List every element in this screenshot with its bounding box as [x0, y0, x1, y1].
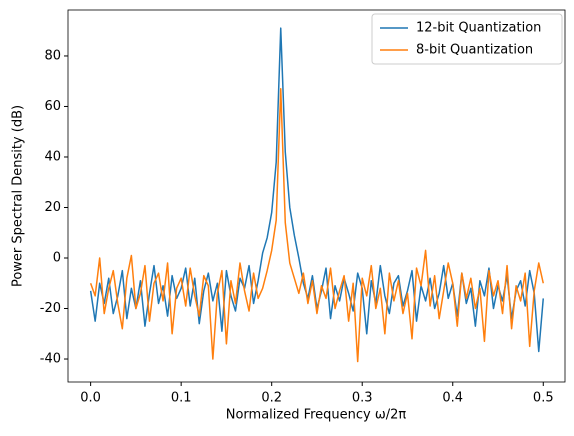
- y-tick-label: 80: [44, 48, 61, 63]
- x-tick-label: 0.2: [261, 391, 282, 406]
- series-line: [89, 27, 545, 353]
- series-line: [89, 88, 545, 363]
- y-tick-label: 0: [53, 251, 61, 266]
- x-tick-label: 0.3: [352, 391, 373, 406]
- y-tick-label: 40: [44, 149, 61, 164]
- y-tick-label: 20: [44, 200, 61, 215]
- x-tick-label: 0.0: [80, 391, 101, 406]
- y-tick-label: -40: [40, 352, 61, 367]
- x-tick-label: 0.5: [533, 391, 554, 406]
- x-tick-label: 0.1: [171, 391, 192, 406]
- plot-frame: [67, 9, 566, 383]
- x-axis-label: Normalized Frequency ω/2π: [226, 408, 407, 423]
- legend-label: 12-bit Quantization: [416, 21, 541, 36]
- x-tick-label: 0.4: [442, 391, 463, 406]
- y-tick-label: -20: [40, 301, 61, 316]
- y-axis-label: Power Spectral Density (dB): [11, 105, 26, 287]
- legend-label: 8-bit Quantization: [416, 43, 533, 58]
- y-tick-label: 60: [44, 99, 61, 114]
- legend-box: [371, 13, 563, 65]
